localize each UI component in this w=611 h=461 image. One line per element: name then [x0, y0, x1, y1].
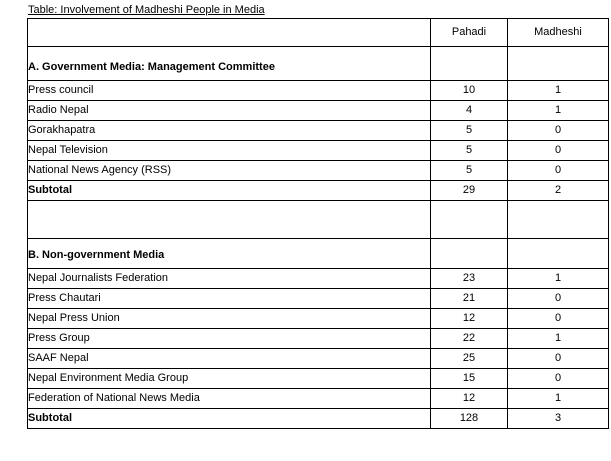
table-row: SAAF Nepal 25 0: [27, 348, 609, 369]
madheshi-value-cell: 1: [507, 388, 609, 409]
pahadi-value-cell: 5: [430, 160, 508, 181]
empty-cell: [430, 46, 508, 81]
pahadi-subtotal-cell: 29: [430, 180, 508, 201]
table-row: Press Group 22 1: [27, 328, 609, 349]
media-name-cell: Nepal Journalists Federation: [27, 268, 431, 289]
madheshi-subtotal-cell: 3: [507, 408, 609, 429]
pahadi-value-cell: 5: [430, 140, 508, 161]
header-madheshi-cell: Madheshi: [507, 18, 609, 47]
media-name-cell: National News Agency (RSS): [27, 160, 431, 181]
header-empty-cell: [27, 18, 431, 47]
media-name-cell: Gorakhapatra: [27, 120, 431, 141]
header-pahadi-cell: Pahadi: [430, 18, 508, 47]
table-row: Press council 10 1: [27, 80, 609, 101]
table-row: Nepal Environment Media Group 15 0: [27, 368, 609, 389]
media-name-cell: Press council: [27, 80, 431, 101]
empty-cell: [27, 200, 431, 239]
section-b-subtotal-row: Subtotal 128 3: [27, 408, 609, 429]
madheshi-value-cell: 1: [507, 268, 609, 289]
madheshi-value-cell: 0: [507, 120, 609, 141]
madheshi-value-cell: 1: [507, 80, 609, 101]
empty-cell: [430, 238, 508, 269]
media-name-cell: Nepal Press Union: [27, 308, 431, 329]
madheshi-value-cell: 0: [507, 160, 609, 181]
pahadi-value-cell: 12: [430, 388, 508, 409]
empty-cell: [430, 200, 508, 239]
table-row: National News Agency (RSS) 5 0: [27, 160, 609, 181]
table-row: Gorakhapatra 5 0: [27, 120, 609, 141]
empty-cell: [507, 200, 609, 239]
table-row: Press Chautari 21 0: [27, 288, 609, 309]
madheshi-value-cell: 1: [507, 328, 609, 349]
pahadi-value-cell: 5: [430, 120, 508, 141]
madheshi-value-cell: 0: [507, 288, 609, 309]
pahadi-value-cell: 25: [430, 348, 508, 369]
table-row: Nepal Press Union 12 0: [27, 308, 609, 329]
media-name-cell: Nepal Television: [27, 140, 431, 161]
madheshi-value-cell: 0: [507, 348, 609, 369]
media-name-cell: SAAF Nepal: [27, 348, 431, 369]
media-name-cell: Nepal Environment Media Group: [27, 368, 431, 389]
pahadi-value-cell: 23: [430, 268, 508, 289]
empty-cell: [507, 238, 609, 269]
table-row: Nepal Television 5 0: [27, 140, 609, 161]
table-header-row: Pahadi Madheshi: [27, 18, 609, 47]
madheshi-value-cell: 0: [507, 308, 609, 329]
media-name-cell: Radio Nepal: [27, 100, 431, 121]
media-involvement-table: Pahadi Madheshi A. Government Media: Man…: [27, 18, 609, 429]
pahadi-value-cell: 15: [430, 368, 508, 389]
subtotal-label: Subtotal: [27, 408, 431, 429]
table-row: Nepal Journalists Federation 23 1: [27, 268, 609, 289]
madheshi-value-cell: 1: [507, 100, 609, 121]
table-caption: Table: Involvement of Madheshi People in…: [28, 4, 265, 16]
pahadi-value-cell: 21: [430, 288, 508, 309]
pahadi-subtotal-cell: 128: [430, 408, 508, 429]
empty-cell: [507, 46, 609, 81]
madheshi-value-cell: 0: [507, 368, 609, 389]
madheshi-value-cell: 0: [507, 140, 609, 161]
media-name-cell: Federation of National News Media: [27, 388, 431, 409]
document-page: Table: Involvement of Madheshi People in…: [0, 4, 611, 461]
pahadi-value-cell: 22: [430, 328, 508, 349]
section-a-subtotal-row: Subtotal 29 2: [27, 180, 609, 201]
madheshi-subtotal-cell: 2: [507, 180, 609, 201]
pahadi-value-cell: 4: [430, 100, 508, 121]
pahadi-value-cell: 12: [430, 308, 508, 329]
section-b-label: B. Non-government Media: [27, 238, 431, 269]
section-a-header-row: A. Government Media: Management Committe…: [27, 46, 609, 81]
section-b-header-row: B. Non-government Media: [27, 238, 609, 269]
table-row: Federation of National News Media 12 1: [27, 388, 609, 409]
subtotal-label: Subtotal: [27, 180, 431, 201]
media-name-cell: Press Group: [27, 328, 431, 349]
table-row: Radio Nepal 4 1: [27, 100, 609, 121]
media-name-cell: Press Chautari: [27, 288, 431, 309]
pahadi-value-cell: 10: [430, 80, 508, 101]
spacer-row: [27, 200, 609, 239]
section-a-label: A. Government Media: Management Committe…: [27, 46, 431, 81]
